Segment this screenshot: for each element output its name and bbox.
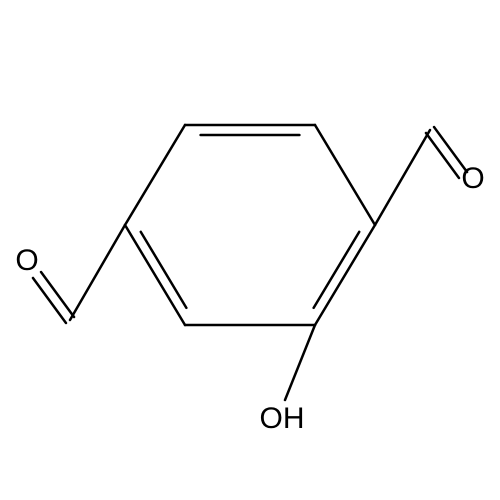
atom-label: O <box>461 162 484 195</box>
bond <box>315 225 375 325</box>
bond <box>315 125 375 225</box>
bond <box>285 325 315 400</box>
bond <box>70 225 125 320</box>
atom-label: OH <box>260 402 305 435</box>
bond <box>375 130 430 225</box>
bond <box>125 225 185 325</box>
bond <box>141 232 187 308</box>
atom-label: O <box>15 244 38 277</box>
bond <box>125 125 185 225</box>
molecule-diagram: O O OH <box>0 0 500 500</box>
bond <box>314 232 360 308</box>
